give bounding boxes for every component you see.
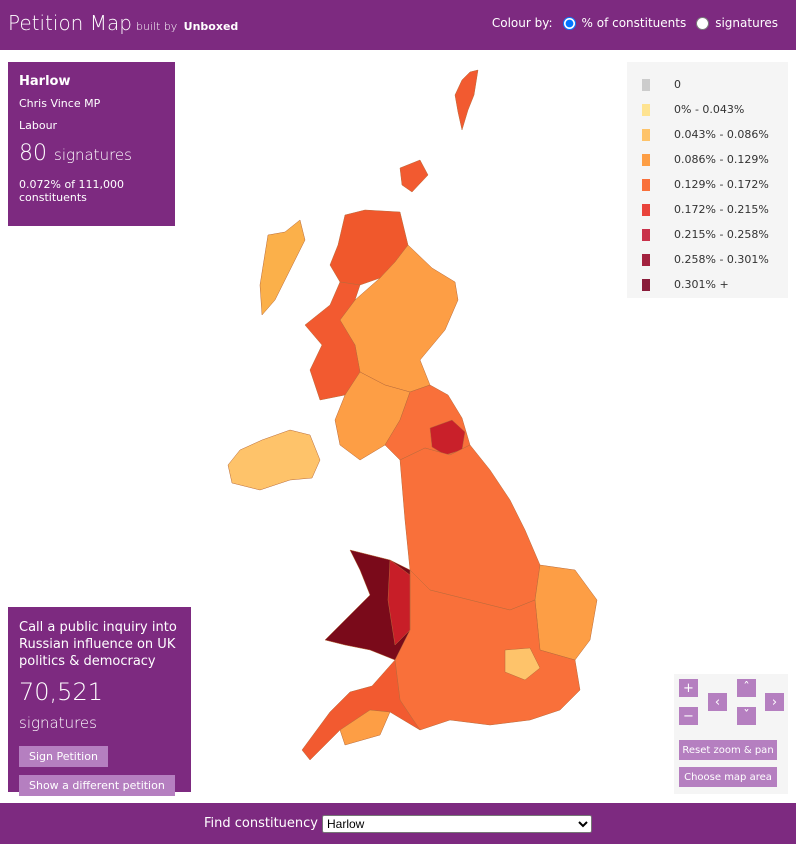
title-block: Petition Map built by Unboxed bbox=[8, 11, 238, 35]
legend-label: 0.258% - 0.301% bbox=[674, 253, 769, 266]
legend-swatch bbox=[642, 203, 650, 216]
legend-item: 0 bbox=[627, 72, 788, 97]
zoom-in[interactable]: + bbox=[679, 679, 698, 697]
legend-label: 0.301% + bbox=[674, 278, 729, 291]
reset-zoom[interactable]: Reset zoom & pan bbox=[679, 740, 777, 760]
header: Petition Map built by Unboxed Colour by: … bbox=[0, 0, 796, 50]
count: 70,521 bbox=[19, 678, 103, 706]
legend-label: 0.172% - 0.215% bbox=[674, 203, 769, 216]
choose-map-area[interactable]: Choose map area bbox=[679, 767, 777, 787]
pan-right[interactable]: › bbox=[765, 693, 784, 711]
legend-item: 0.086% - 0.129% bbox=[627, 147, 788, 172]
legend-label: 0% - 0.043% bbox=[674, 103, 745, 116]
petition-title: Call a public inquiry into Russian influ… bbox=[19, 620, 177, 669]
legend-swatch bbox=[642, 153, 650, 166]
legend-item: 0.172% - 0.215% bbox=[627, 197, 788, 222]
map-region[interactable] bbox=[534, 564, 598, 661]
petition-panel: Call a public inquiry into Russian influ… bbox=[8, 607, 191, 796]
footer: Find constituency Harlow bbox=[0, 803, 796, 844]
option-label[interactable]: signatures bbox=[715, 16, 778, 30]
map-region[interactable] bbox=[227, 429, 321, 491]
legend-item: 0.258% - 0.301% bbox=[627, 247, 788, 272]
find-label: Find constituency bbox=[203, 816, 318, 831]
map-region[interactable] bbox=[304, 281, 361, 401]
legend-item: 0.215% - 0.258% bbox=[627, 222, 788, 247]
legend-swatch bbox=[642, 228, 650, 241]
map-region[interactable] bbox=[399, 159, 429, 193]
pan-left[interactable]: ‹ bbox=[708, 693, 727, 711]
pan-down[interactable]: ˇ bbox=[737, 707, 756, 725]
legend-label: 0.043% - 0.086% bbox=[674, 128, 769, 141]
pan-up[interactable]: ˆ bbox=[737, 679, 756, 697]
legend-item: 0% - 0.043% bbox=[627, 97, 788, 122]
map-region[interactable] bbox=[301, 659, 421, 761]
colour-by-label: Colour by: bbox=[491, 16, 553, 30]
legend-swatch bbox=[642, 178, 650, 191]
brand[interactable]: Unboxed bbox=[183, 20, 239, 33]
constituency-select[interactable]: Harlow bbox=[322, 814, 592, 833]
different-petition[interactable]: Show a different petition bbox=[19, 775, 175, 796]
count: 80 bbox=[19, 141, 47, 166]
legend-label: 0 bbox=[674, 78, 681, 91]
legend: 0 0% - 0.043% 0.043% - 0.086% 0.086% - 0.12… bbox=[627, 62, 788, 298]
map-region[interactable] bbox=[454, 69, 479, 131]
legend-swatch bbox=[642, 103, 650, 116]
count-unit: signatures bbox=[54, 146, 132, 164]
legend-item: 0.129% - 0.172% bbox=[627, 172, 788, 197]
legend-swatch bbox=[642, 278, 650, 291]
constituency-name: Harlow bbox=[19, 74, 71, 89]
sign-petition[interactable]: Sign Petition bbox=[19, 746, 108, 767]
party: Labour bbox=[19, 119, 58, 132]
map-region[interactable] bbox=[339, 709, 391, 746]
map-region[interactable] bbox=[387, 559, 411, 646]
subtitle: built by bbox=[135, 20, 178, 33]
legend-swatch bbox=[642, 78, 650, 91]
map-region[interactable] bbox=[504, 647, 541, 681]
legend-swatch bbox=[642, 128, 650, 141]
map-region[interactable] bbox=[259, 219, 306, 316]
map-controls: + − ‹ › ˆ ˇ Reset zoom & pan Choose map … bbox=[674, 674, 788, 794]
title: Petition Map bbox=[8, 11, 132, 35]
petition-count: 70,521 signatures bbox=[19, 678, 180, 734]
constituency-panel: Harlow Chris Vince MP Labour 80 signatur… bbox=[8, 62, 175, 226]
legend-label: 0.129% - 0.172% bbox=[674, 178, 769, 191]
radio-signatures[interactable] bbox=[696, 16, 710, 30]
mp-name: Chris Vince MP bbox=[19, 97, 101, 110]
share: 0.072% of 111,000 constituents bbox=[19, 178, 125, 204]
count-unit: signatures bbox=[19, 714, 97, 732]
zoom-out[interactable]: − bbox=[679, 707, 698, 725]
radio-percent[interactable] bbox=[562, 16, 576, 30]
option-label[interactable]: % of constituents bbox=[581, 16, 687, 30]
signature-count: 80 signatures bbox=[19, 141, 164, 166]
legend-label: 0.086% - 0.129% bbox=[674, 153, 769, 166]
legend-label: 0.215% - 0.258% bbox=[674, 228, 769, 241]
colour-by: Colour by: % of constituents signatures bbox=[492, 16, 778, 30]
legend-item: 0.301% + bbox=[627, 272, 788, 297]
legend-swatch bbox=[642, 253, 650, 266]
legend-item: 0.043% - 0.086% bbox=[627, 122, 788, 147]
map bbox=[227, 69, 598, 761]
map-region[interactable] bbox=[324, 549, 411, 661]
